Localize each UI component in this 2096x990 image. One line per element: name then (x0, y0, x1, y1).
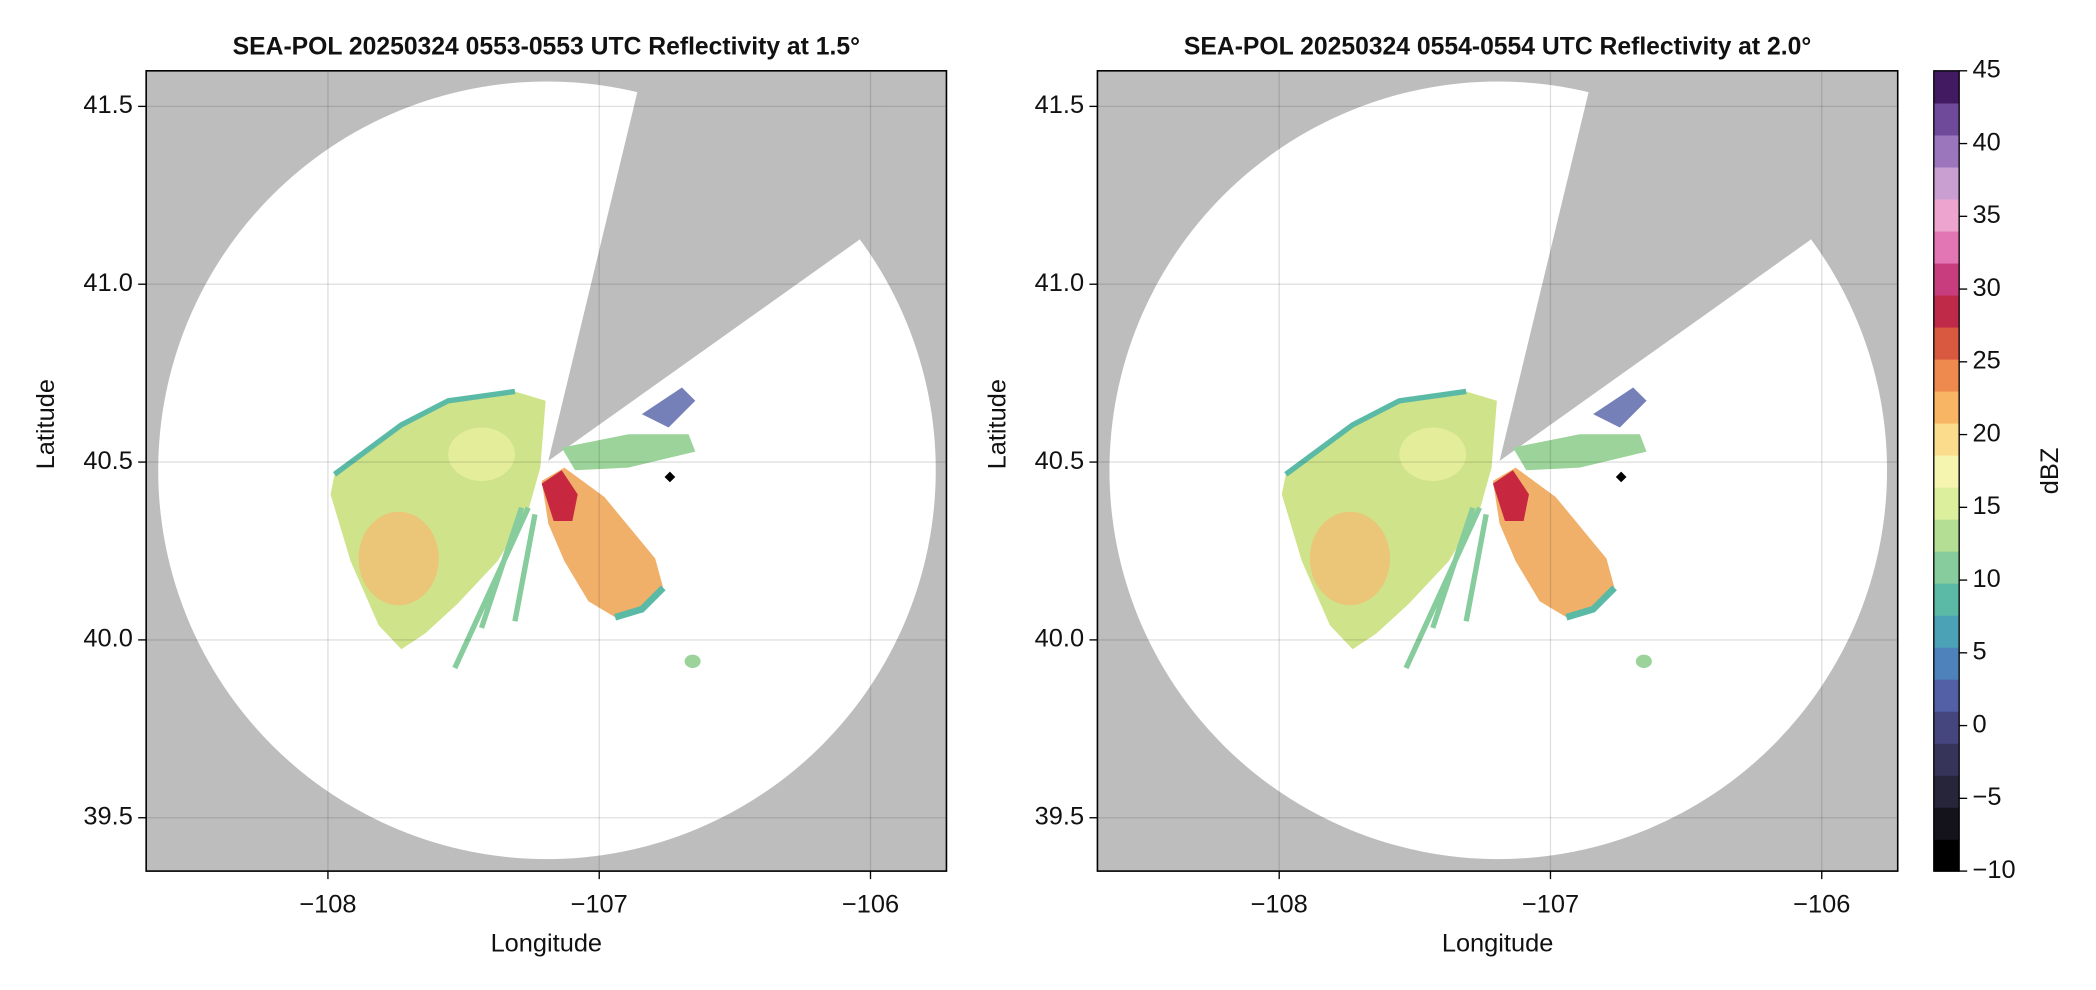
radar-image (1097, 40, 1913, 871)
colorbar-label: dBZ (2036, 448, 2064, 495)
colorbar-tick-label: 10 (1973, 565, 2001, 593)
colorbar-bin (1933, 134, 1960, 168)
x-tick-label: −106 (842, 891, 899, 919)
chart-title: SEA-POL 20250324 0554-0554 UTC Reflectiv… (1184, 34, 1811, 61)
colorbar-tick-label: 40 (1973, 128, 2001, 156)
colorbar-bin (1933, 582, 1960, 616)
colorbar-bin (1933, 230, 1960, 264)
colorbar-tick-label: 25 (1973, 347, 2001, 375)
y-tick-label: 41.5 (83, 91, 132, 119)
y-tick-label: 40.0 (1035, 625, 1084, 653)
colorbar-tick-label: −5 (1973, 783, 2002, 811)
colorbar-bin (1933, 679, 1960, 712)
colorbar-bin (1933, 102, 1960, 136)
radar-image (146, 40, 962, 871)
colorbar-bin (1933, 198, 1960, 232)
y-tick-label: 40.5 (1035, 447, 1084, 475)
y-tick-label: 41.5 (1035, 91, 1084, 119)
chart-title: SEA-POL 20250324 0553-0553 UTC Reflectiv… (233, 34, 860, 61)
y-tick-label: 40.5 (83, 447, 132, 475)
colorbar-bin (1933, 647, 1960, 680)
axes-frame (1096, 70, 1899, 872)
y-tick-label: 40.0 (83, 625, 132, 653)
colorbar-bin (1933, 486, 1960, 520)
axes-layer: −108 −107 −106 39.5 40.0 40.5 41.0 41.5 SEA-POL … (32, 34, 2064, 958)
colorbar-tick-label: 0 (1973, 710, 1987, 738)
y-tick-label: 41.0 (83, 269, 132, 297)
colorbar-bin (1933, 518, 1960, 552)
x-tick-label: −106 (1793, 891, 1850, 919)
colorbar-bin (1933, 615, 1960, 648)
axes-frame (145, 70, 948, 872)
colorbar-bin (1933, 422, 1960, 456)
colorbar-tick-label: 35 (1973, 201, 2001, 229)
colorbar-bin (1933, 807, 1960, 840)
x-axis-label: Longitude (491, 929, 602, 957)
x-axis-label: Longitude (1442, 929, 1553, 957)
colorbar-tick-label: 30 (1973, 274, 2001, 302)
colorbar-bin (1933, 70, 1960, 104)
colorbar-tick-label: 20 (1973, 419, 2001, 447)
colorbar-bin (1933, 294, 1960, 328)
y-axis-label: Latitude (983, 379, 1011, 469)
y-tick-label: 41.0 (1035, 269, 1084, 297)
y-tick-label: 39.5 (1035, 802, 1084, 830)
y-tick-label: 39.5 (83, 802, 132, 830)
colorbar-bin (1933, 390, 1960, 424)
colorbar-bin (1933, 711, 1960, 744)
colorbar-tick-label: −10 (1973, 856, 2016, 884)
x-tick-label: −108 (1251, 891, 1308, 919)
colorbar-bin (1933, 166, 1960, 200)
colorbar-bin (1933, 326, 1960, 360)
colorbar-tick-label: 15 (1973, 492, 2001, 520)
colorbar-bin (1933, 262, 1960, 296)
colorbar-tick-label: 45 (1973, 56, 2001, 84)
x-tick-label: −108 (299, 891, 356, 919)
colorbar-bin (1933, 839, 1960, 872)
colorbar-bin (1933, 550, 1960, 584)
x-tick-label: −107 (571, 891, 628, 919)
colorbar-bin (1933, 454, 1960, 488)
colorbar-bin (1933, 358, 1960, 392)
colorbar-bin (1933, 743, 1960, 776)
colorbar-frame (1933, 70, 1960, 872)
x-tick-label: −107 (1522, 891, 1579, 919)
colorbar-tick-label: 5 (1973, 638, 1987, 666)
colorbar-bin (1933, 775, 1960, 808)
y-axis-label: Latitude (32, 379, 60, 469)
